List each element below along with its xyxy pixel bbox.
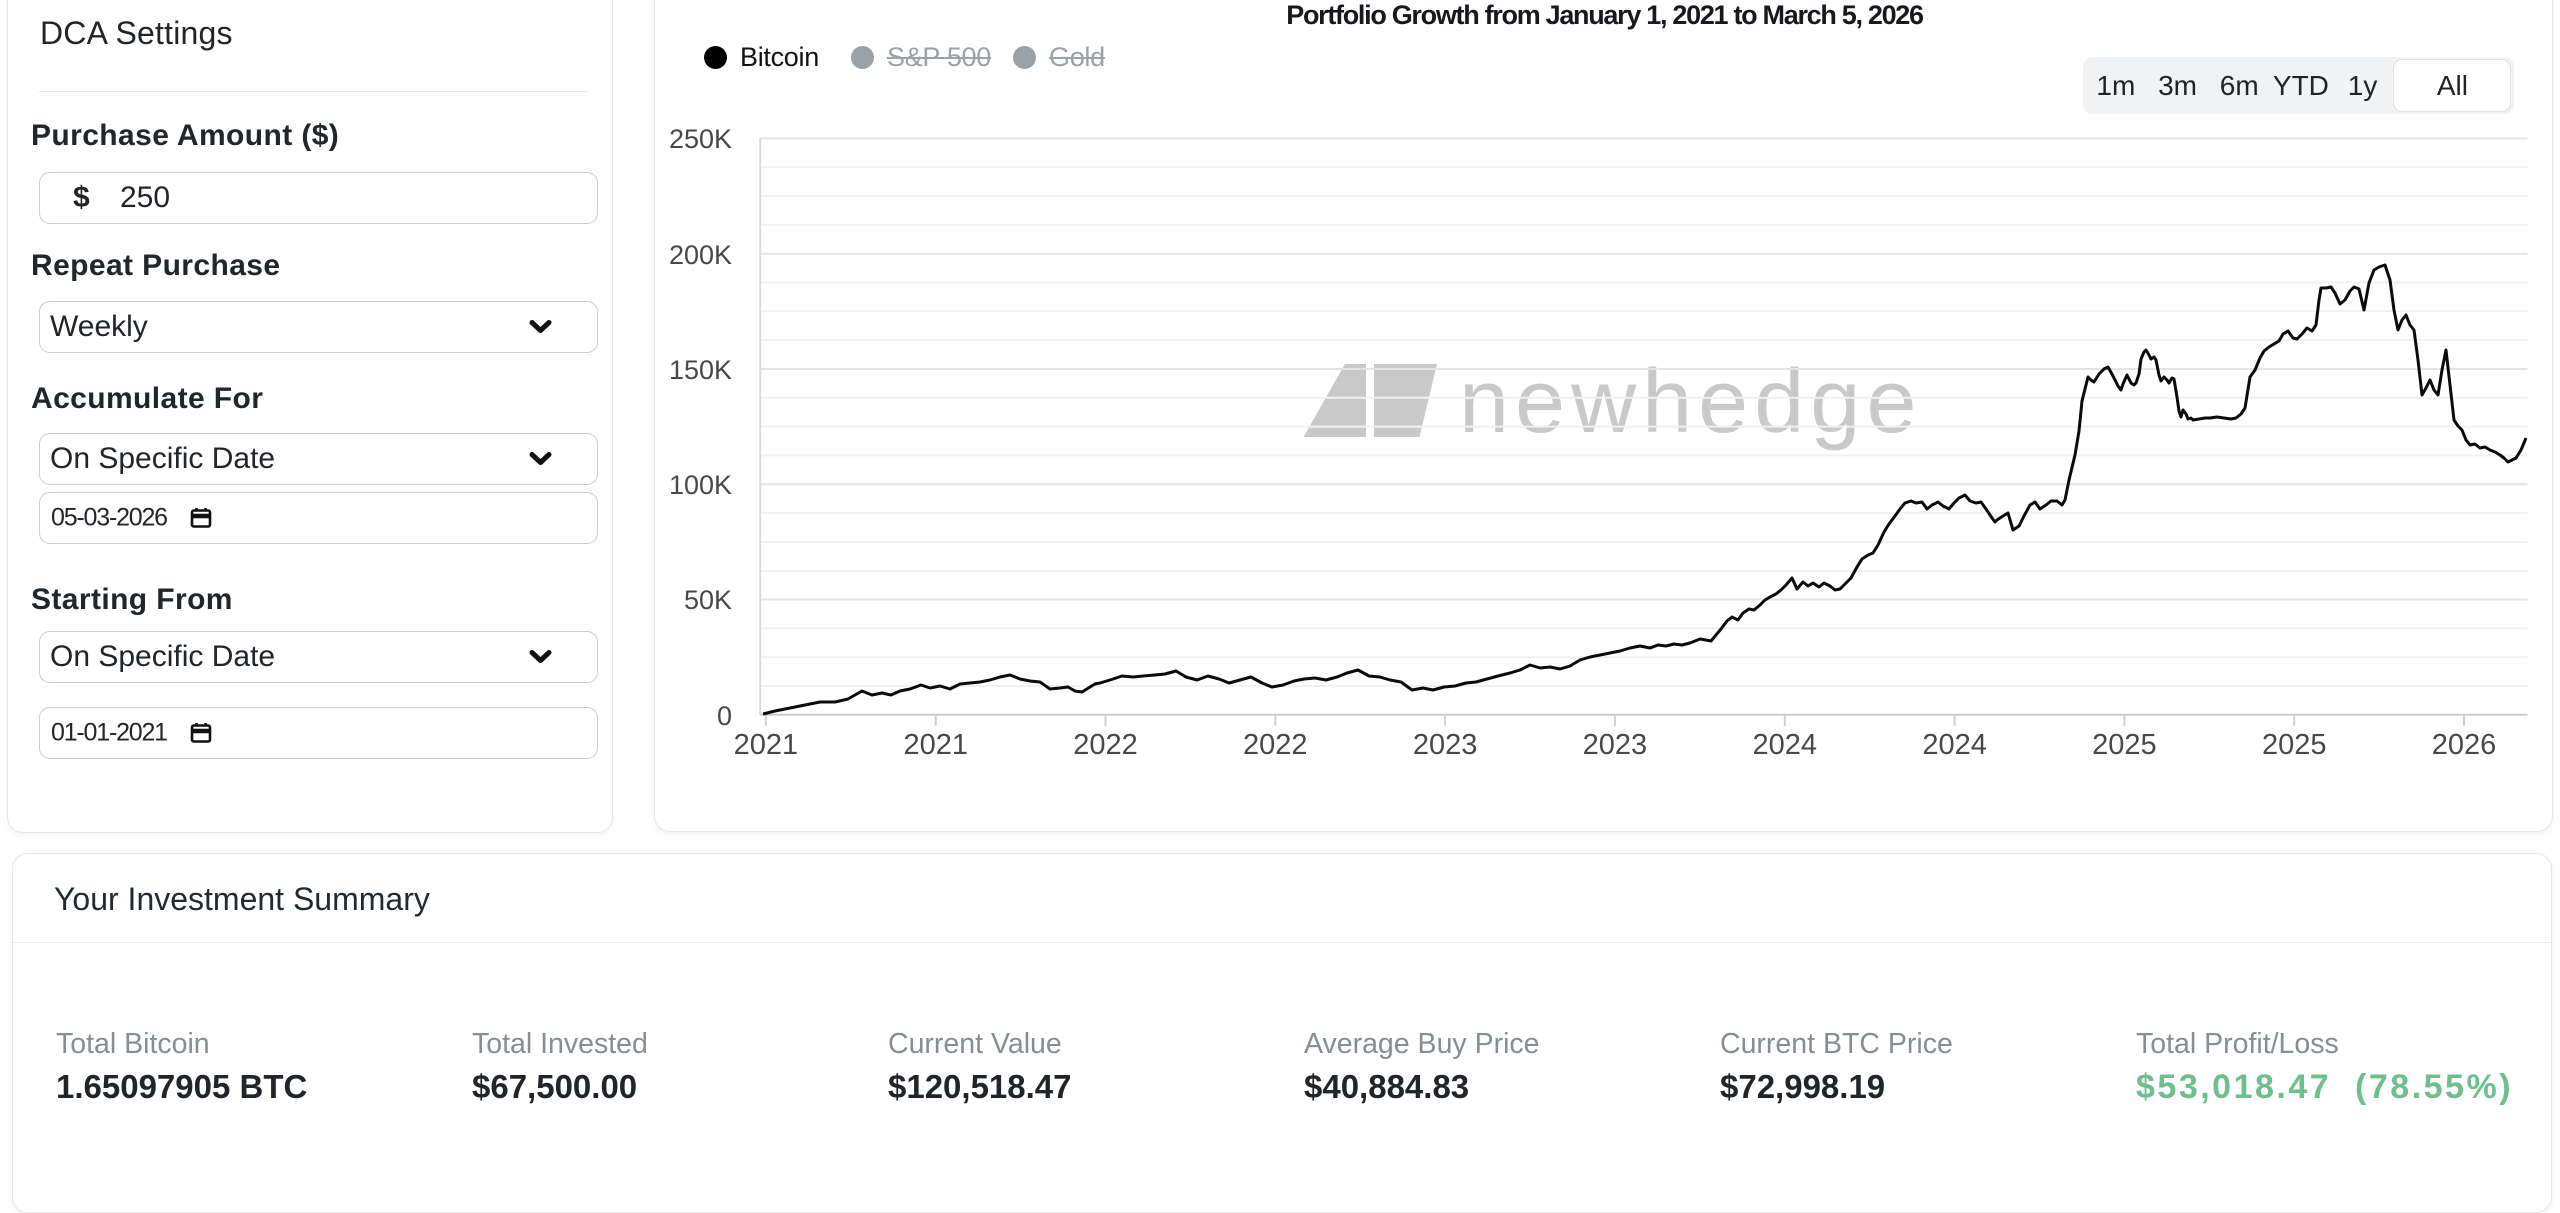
svg-text:2021: 2021 <box>734 729 799 761</box>
svg-text:50K: 50K <box>684 585 732 615</box>
svg-text:2021: 2021 <box>903 729 968 761</box>
svg-text:2024: 2024 <box>1753 729 1818 761</box>
svg-text:2024: 2024 <box>1922 729 1987 761</box>
svg-text:2025: 2025 <box>2092 729 2157 761</box>
svg-text:250K: 250K <box>669 124 732 154</box>
svg-text:2023: 2023 <box>1583 729 1648 761</box>
svg-text:0: 0 <box>717 701 732 731</box>
svg-text:2026: 2026 <box>2432 729 2497 761</box>
svg-text:2023: 2023 <box>1413 729 1478 761</box>
svg-text:2022: 2022 <box>1243 729 1308 761</box>
svg-text:2025: 2025 <box>2262 729 2327 761</box>
svg-text:100K: 100K <box>669 470 732 500</box>
svg-text:150K: 150K <box>669 355 732 385</box>
svg-text:newhedge: newhedge <box>1459 352 1922 452</box>
svg-text:2022: 2022 <box>1073 729 1138 761</box>
svg-text:200K: 200K <box>669 240 732 270</box>
